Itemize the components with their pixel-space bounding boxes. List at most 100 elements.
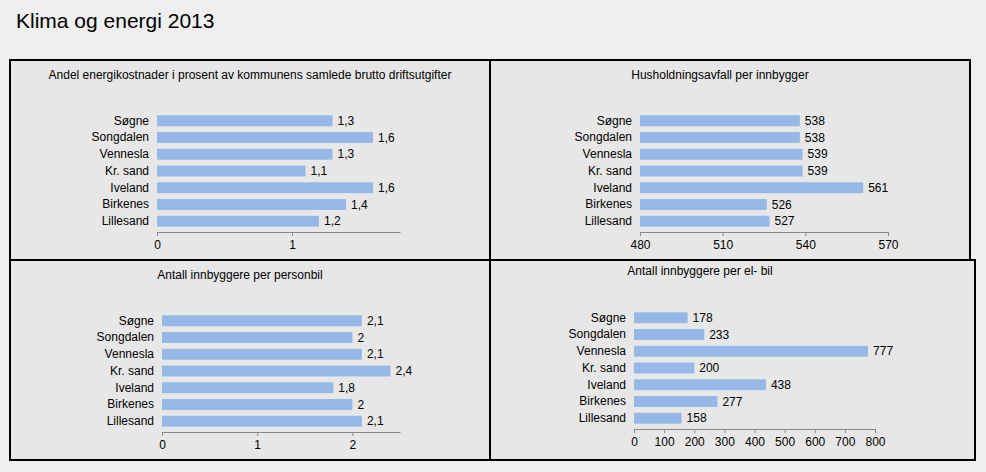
category-label: Birkenes xyxy=(107,397,154,411)
category-label: Søgne xyxy=(591,311,627,325)
tick: 480 xyxy=(630,232,650,252)
bar xyxy=(162,349,362,360)
tick: Iveland xyxy=(115,381,162,395)
axis-line xyxy=(641,232,889,233)
tick-mark xyxy=(352,432,353,436)
data-label: 1,2 xyxy=(324,214,341,228)
bar xyxy=(634,363,694,374)
tick: Songdalen xyxy=(575,130,640,144)
category-label: Iveland xyxy=(115,381,154,395)
data-label: 1,6 xyxy=(378,131,395,145)
tick-label: 570 xyxy=(878,238,898,252)
tick: Songdalen xyxy=(92,130,157,144)
category-label: Iveland xyxy=(593,181,632,195)
data-label: 777 xyxy=(873,344,893,358)
bar xyxy=(640,199,767,210)
chart-panel: Antall innbyggere per el- bil17823377720… xyxy=(490,260,975,460)
category-label: Kr. sand xyxy=(105,164,149,178)
tick: Birkenes xyxy=(102,197,157,211)
tick: 300 xyxy=(715,429,735,449)
tick-mark xyxy=(157,232,158,236)
panel-title: Antall innbyggere per personbil xyxy=(157,268,322,282)
bars xyxy=(634,312,868,423)
axis-line xyxy=(163,432,401,433)
chart-panel: Antall innbyggere per personbil2,122,12,… xyxy=(10,260,490,460)
tick: Vennesla xyxy=(105,347,162,361)
data-label: 2 xyxy=(357,331,364,345)
tick: Lillesand xyxy=(107,414,162,428)
tick-mark xyxy=(724,429,725,433)
tick-label: 500 xyxy=(775,435,795,449)
tick-label: 540 xyxy=(796,238,816,252)
tick-label: 480 xyxy=(630,238,650,252)
bars xyxy=(162,315,390,426)
data-label: 2,1 xyxy=(367,414,384,428)
tick: Vennesla xyxy=(577,344,634,358)
data-label: 561 xyxy=(868,181,888,195)
tick: Kr. sand xyxy=(588,164,640,178)
data-label: 277 xyxy=(722,395,742,409)
tick: Kr. sand xyxy=(105,164,157,178)
data-label: 438 xyxy=(771,378,791,392)
tick: Iveland xyxy=(593,181,640,195)
tick: Søgne xyxy=(119,314,162,328)
category-label: Iveland xyxy=(110,181,149,195)
tick-mark xyxy=(292,232,293,236)
tick: Songdalen xyxy=(569,327,634,341)
category-label: Birkenes xyxy=(585,197,632,211)
bar xyxy=(640,216,770,227)
bar xyxy=(157,132,373,143)
category-axis: SøgneSongdalenVenneslaKr. sandIvelandBir… xyxy=(92,114,157,228)
data-label: 1,1 xyxy=(311,164,328,178)
tick: Lillesand xyxy=(102,214,157,228)
data-label: 539 xyxy=(808,164,828,178)
bar xyxy=(162,399,352,410)
chart-panel: Husholdningsavfall per innbygger53853853… xyxy=(490,60,970,260)
tick-mark xyxy=(640,232,641,236)
bar xyxy=(634,396,717,407)
tick-label: 1 xyxy=(254,438,261,452)
tick-label: 100 xyxy=(655,435,675,449)
page-title: Klima og energi 2013 xyxy=(16,9,214,32)
bar xyxy=(162,315,362,326)
bar xyxy=(640,115,800,126)
tick: 0 xyxy=(631,429,638,449)
panel-title: Husholdningsavfall per innbygger xyxy=(631,68,808,82)
tick: Kr. sand xyxy=(110,364,162,378)
bar xyxy=(157,149,333,160)
data-label: 2,4 xyxy=(395,364,412,378)
category-axis: SøgneSongdalenVenneslaKr. sandIvelandBir… xyxy=(97,314,162,428)
category-label: Lillesand xyxy=(102,214,149,228)
tick-mark xyxy=(162,432,163,436)
data-label: 1,6 xyxy=(378,181,395,195)
tick: Lillesand xyxy=(585,214,640,228)
category-label: Kr. sand xyxy=(582,361,626,375)
tick-mark xyxy=(664,429,665,433)
tick-mark xyxy=(755,429,756,433)
bars xyxy=(157,115,373,226)
tick-mark xyxy=(845,429,846,433)
tick-label: 300 xyxy=(715,435,735,449)
bar xyxy=(634,312,688,323)
panel-title: Andel energikostnader i prosent av kommu… xyxy=(49,68,452,82)
category-label: Lillesand xyxy=(107,414,154,428)
data-label: 526 xyxy=(772,198,792,212)
category-label: Iveland xyxy=(587,378,626,392)
category-label: Vennesla xyxy=(577,344,627,358)
bar xyxy=(162,332,352,343)
tick-mark xyxy=(723,232,724,236)
category-label: Songdalen xyxy=(92,130,149,144)
category-label: Vennesla xyxy=(105,347,155,361)
panel-frame xyxy=(10,260,490,460)
tick-label: 1 xyxy=(289,238,296,252)
tick: Iveland xyxy=(110,181,157,195)
bar xyxy=(640,149,803,160)
bar xyxy=(157,199,346,210)
tick-label: 0 xyxy=(154,238,161,252)
tick: Lillesand xyxy=(579,411,634,425)
tick-mark xyxy=(805,232,806,236)
tick-mark xyxy=(634,429,635,433)
category-label: Vennesla xyxy=(583,147,633,161)
data-label: 233 xyxy=(709,328,729,342)
category-label: Søgne xyxy=(114,114,150,128)
